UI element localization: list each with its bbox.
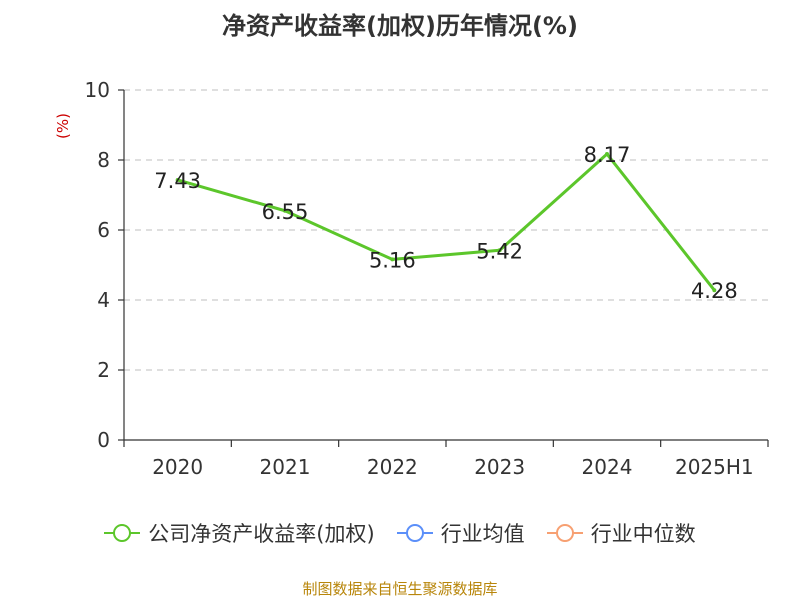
x-tick-label: 2020 bbox=[152, 455, 203, 479]
legend: 公司净资产收益率(加权) 行业均值 行业中位数 bbox=[0, 518, 800, 548]
x-tick-label: 2025H1 bbox=[675, 455, 754, 479]
x-tick-label: 2024 bbox=[582, 455, 633, 479]
legend-line-marker-icon bbox=[396, 524, 433, 542]
y-axis-label: (%) bbox=[54, 113, 72, 139]
legend-item-industry-mean[interactable]: 行业均值 bbox=[396, 518, 525, 548]
data-labels: 7.43 6.55 5.16 5.42 8.17 4.28 bbox=[154, 143, 737, 303]
data-point bbox=[497, 248, 502, 253]
data-label: 6.55 bbox=[262, 200, 309, 224]
data-label: 7.43 bbox=[154, 169, 201, 193]
data-label: 5.42 bbox=[476, 239, 523, 263]
series-layer bbox=[175, 152, 717, 293]
data-point bbox=[390, 257, 395, 262]
legend-line-marker-icon bbox=[104, 524, 141, 542]
y-tick-label: 6 bbox=[97, 218, 110, 242]
data-point bbox=[605, 152, 609, 157]
data-label: 4.28 bbox=[691, 279, 738, 303]
y-tick-label: 2 bbox=[97, 358, 110, 382]
x-tick-label: 2023 bbox=[474, 455, 525, 479]
legend-line-marker-icon bbox=[546, 524, 583, 542]
legend-label: 公司净资产收益率(加权) bbox=[148, 522, 375, 546]
axes: 0 2 4 6 8 10 2020 2021 2022 2023 2024 2025H1 bbox=[85, 78, 769, 479]
data-label: 5.16 bbox=[369, 248, 416, 272]
legend-label: 行业均值 bbox=[440, 522, 525, 546]
legend-item-industry-median[interactable]: 行业中位数 bbox=[546, 518, 696, 548]
y-tick-label: 8 bbox=[97, 148, 110, 172]
chart-title: 净资产收益率(加权)历年情况(%) bbox=[222, 12, 578, 40]
x-tick-label: 2022 bbox=[367, 455, 418, 479]
y-tick-label: 0 bbox=[97, 428, 110, 452]
x-tick-label: 2021 bbox=[260, 455, 311, 479]
data-source-note: 制图数据来自恒生聚源数据库 bbox=[302, 580, 498, 598]
data-point bbox=[712, 288, 717, 293]
legend-item-company[interactable]: 公司净资产收益率(加权) bbox=[104, 518, 375, 548]
y-tick-label: 10 bbox=[85, 78, 110, 102]
grid bbox=[124, 89, 768, 371]
legend-label: 行业中位数 bbox=[590, 522, 696, 546]
series-line bbox=[176, 152, 716, 292]
y-tick-label: 4 bbox=[97, 288, 110, 312]
data-label: 8.17 bbox=[584, 143, 631, 167]
data-point bbox=[175, 177, 180, 182]
data-point bbox=[283, 208, 287, 213]
